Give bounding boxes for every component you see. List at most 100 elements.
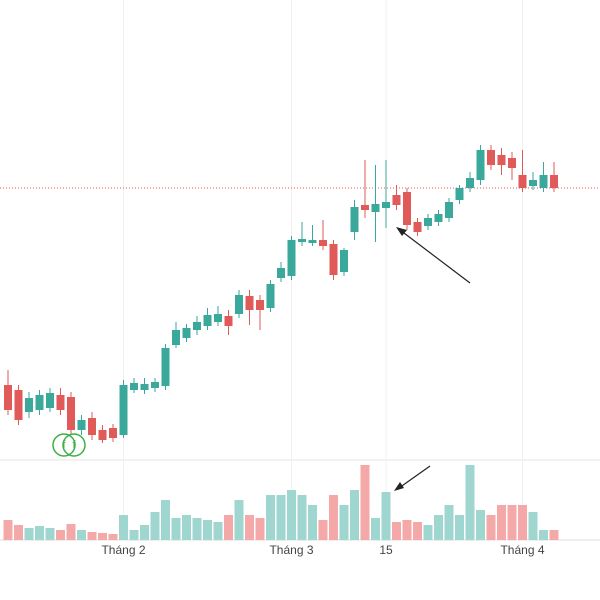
candle-body <box>361 205 369 210</box>
volume-bar <box>77 530 86 540</box>
arrow <box>398 465 431 489</box>
volume-bar <box>266 495 275 540</box>
arrowhead <box>394 482 404 491</box>
volume-bar <box>360 465 370 540</box>
volume-bar <box>87 532 97 540</box>
candle-body <box>319 240 327 246</box>
candle-body <box>340 250 348 272</box>
candle-body <box>224 316 233 326</box>
candle-body <box>130 383 138 390</box>
volume-bar <box>476 510 485 540</box>
annotation-arrows <box>394 227 471 491</box>
volume-bar <box>297 495 307 540</box>
candle-body <box>424 218 432 226</box>
x-tick-label: Tháng 3 <box>269 543 313 557</box>
volume-bar <box>24 528 34 540</box>
candle-body <box>256 300 264 310</box>
x-tick-label: Tháng 4 <box>500 543 544 557</box>
candle-body <box>487 150 495 165</box>
volume-bar <box>371 518 380 540</box>
candle-body <box>77 420 86 430</box>
volume-bar <box>56 530 65 540</box>
volume-bar <box>518 505 527 540</box>
candle-body <box>140 384 149 390</box>
candle-body <box>434 214 443 222</box>
candle-body <box>350 207 359 232</box>
candle-body <box>266 284 275 308</box>
volume-bar <box>276 495 286 540</box>
volume-bar <box>455 515 464 540</box>
candle-body <box>46 393 54 408</box>
candle-body <box>455 188 464 200</box>
volume-bar <box>350 490 359 540</box>
candle-body <box>67 397 75 430</box>
volume-bar <box>392 522 401 540</box>
volume-bar <box>465 465 475 540</box>
volume-bar <box>150 512 160 540</box>
candle-body <box>308 240 317 243</box>
volume-bar <box>528 512 538 540</box>
volume-bar <box>287 490 296 540</box>
candle-body <box>14 390 23 420</box>
x-tick-label: 15 <box>379 543 393 557</box>
candle-body <box>287 240 296 276</box>
candle-body <box>382 202 390 208</box>
volume-bar <box>255 518 265 540</box>
volume-bar <box>234 500 244 540</box>
candle-body <box>518 175 527 188</box>
volume-bar <box>497 505 506 540</box>
event-circle <box>52 433 76 457</box>
candle-body <box>214 314 222 322</box>
candle-body <box>98 430 107 440</box>
volume-bar <box>402 520 412 540</box>
volume-bar <box>35 526 44 540</box>
event-label: f <box>62 439 66 451</box>
candle-body <box>119 385 128 435</box>
candle-body <box>245 296 254 310</box>
event-markers: f f <box>52 433 86 457</box>
candle-body <box>413 222 422 232</box>
volume-bar <box>329 495 338 540</box>
candle-body <box>172 330 180 345</box>
volume-bar <box>486 515 496 540</box>
candle-body <box>529 180 537 186</box>
candle-body <box>35 395 44 410</box>
volume-bar <box>308 505 317 540</box>
candle-body <box>4 385 12 410</box>
volume-bar <box>45 528 55 540</box>
volume-bar <box>339 505 349 540</box>
candle-body <box>298 239 306 242</box>
volume-bar <box>444 505 454 540</box>
candle-body <box>88 418 96 435</box>
candle-body <box>403 192 411 225</box>
x-tick-label: Tháng 2 <box>101 543 145 557</box>
candle-body <box>550 175 558 188</box>
volume-bar <box>413 522 422 540</box>
volume-bar <box>140 525 149 540</box>
candle-body <box>445 202 453 218</box>
candle-body <box>56 395 65 410</box>
volume-bar <box>549 530 559 540</box>
volume-bar <box>119 515 128 540</box>
candle-body <box>392 195 401 205</box>
volume-bar <box>203 520 212 540</box>
volume-bar <box>224 515 233 540</box>
candle-body <box>151 382 159 388</box>
event-label: f <box>72 439 76 451</box>
volume-bar <box>318 520 328 540</box>
volume-bar <box>66 524 76 540</box>
candle-body <box>161 348 170 386</box>
volume-bar <box>171 518 181 540</box>
volume-bar <box>129 530 139 540</box>
volume-bar <box>423 525 433 540</box>
candle-body <box>182 328 191 338</box>
candle-body <box>539 175 548 188</box>
candle-body <box>109 428 117 438</box>
arrow <box>399 229 471 284</box>
arrowhead <box>396 227 407 236</box>
volume-bar <box>434 515 443 540</box>
volume-bar <box>14 525 23 540</box>
volume-bar <box>381 492 391 540</box>
event-circle <box>62 433 86 457</box>
